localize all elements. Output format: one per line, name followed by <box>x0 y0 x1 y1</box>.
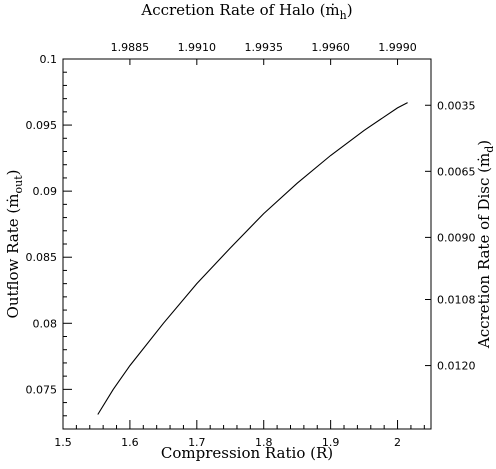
x-axis-title-top-main: Accretion Rate of Halo ( <box>140 1 325 19</box>
right-tick-label: 0.0035 <box>437 99 476 112</box>
x-tick-label: 1.5 <box>54 436 72 449</box>
top-tick-label: 1.9960 <box>311 41 350 54</box>
top-tick-label: 1.9935 <box>244 41 283 54</box>
x-axis-title-top-symbol: ṁ <box>325 1 339 19</box>
y-axis-title-left: Outflow Rate (ṁout) <box>4 170 25 319</box>
x-axis-title-bottom: Compression Ratio (R) <box>161 444 333 462</box>
x-tick-label: 1.6 <box>121 436 139 449</box>
right-tick-label: 0.0065 <box>437 165 476 178</box>
y-tick-label: 0.095 <box>26 119 58 132</box>
y-axis-title-right-close: ) <box>475 140 493 146</box>
x-tick-label: 1.7 <box>188 436 206 449</box>
series-line <box>97 102 408 415</box>
axis-ticks <box>62 58 431 430</box>
y-axis-title-left-subscript: out <box>12 175 25 194</box>
y-tick-label: 0.075 <box>26 383 58 396</box>
x-tick-label: 1.9 <box>322 436 340 449</box>
y-tick-label: 0.09 <box>33 185 58 198</box>
right-tick-label: 0.0120 <box>437 360 476 373</box>
y-axis-title-left-symbol: ṁ <box>4 194 22 208</box>
tick-labels: 1.5 1.6 1.7 1.8 1.9 2 0.075 0.08 0.085 0.09 0.095 0… <box>26 41 476 449</box>
y-axis-title-right-symbol: ṁ <box>475 153 493 167</box>
y-axis-title-right: Accretion Rate of Disc (ṁd) <box>475 140 496 349</box>
top-tick-label: 1.9885 <box>111 41 150 54</box>
x-axis-title-top: Accretion Rate of Halo (ṁh) <box>140 1 352 22</box>
y-axis-title-right-main: Accretion Rate of Disc ( <box>475 167 493 349</box>
y-axis-title-right-subscript: d <box>483 146 496 153</box>
y-tick-label: 0.085 <box>26 251 58 264</box>
y-tick-label: 0.08 <box>33 317 58 330</box>
right-tick-label: 0.0108 <box>437 294 476 307</box>
right-tick-label: 0.0090 <box>437 231 476 244</box>
x-axis-title-top-close: ) <box>347 1 353 19</box>
plot-frame <box>62 58 432 430</box>
x-tick-label: 1.8 <box>255 436 273 449</box>
top-tick-label: 1.9990 <box>378 41 417 54</box>
x-axis-title-top-subscript: h <box>340 9 347 22</box>
x-tick-label: 2 <box>394 436 401 449</box>
y-axis-title-left-main: Outflow Rate ( <box>4 208 22 319</box>
y-tick-label: 0.1 <box>40 53 58 66</box>
y-axis-title-left-close: ) <box>4 170 22 176</box>
top-tick-label: 1.9910 <box>178 41 217 54</box>
